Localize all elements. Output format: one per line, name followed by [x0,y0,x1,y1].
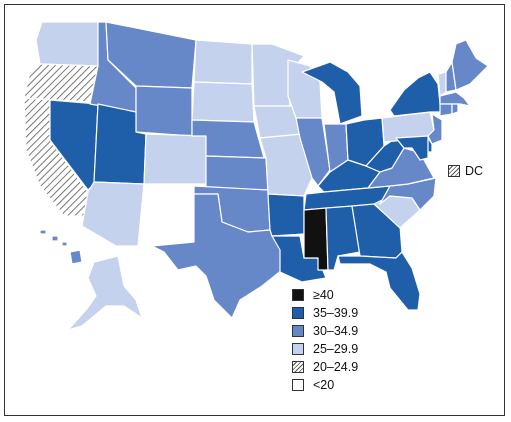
state-fl [337,251,421,311]
legend-label: 20–24.9 [313,360,359,374]
legend-item: 30–34.9 [292,322,402,340]
legend-item: ≥40 [292,286,402,304]
legend-item: <20 [292,376,402,394]
legend-swatch [292,289,304,301]
legend-label: ≥40 [313,288,334,302]
legend-swatch [292,379,304,391]
legend-item: 35–39.9 [292,304,402,322]
dc-swatch [448,165,460,177]
state-hi-island [39,229,47,235]
state-ak [67,255,143,331]
state-md [395,135,429,161]
legend-swatch [292,361,304,373]
state-ny [389,71,447,117]
state-tx [151,193,283,319]
state-ar [267,193,305,237]
state-hi [69,249,83,265]
legend-swatch [292,343,304,355]
legend-item: 25–29.9 [292,340,402,358]
state-ks [205,155,269,191]
legend: ≥40 35–39.9 30–34.9 25–29.9 20–24.9 <20 [292,286,402,394]
state-la [271,235,327,283]
dc-legend: DC [448,164,483,178]
legend-item: 20–24.9 [292,358,402,376]
state-ct [439,103,453,117]
state-mi [301,61,363,125]
state-co [143,133,207,185]
state-az [81,181,145,247]
legend-label: 30–34.9 [313,324,359,338]
state-wa [35,21,99,67]
state-vt [437,71,447,97]
state-nm [137,183,195,251]
state-hi-island [51,235,59,242]
dc-label: DC [465,164,484,178]
state-sd [191,81,255,123]
state-ri [451,103,459,115]
state-hi-island [61,241,68,247]
legend-swatch [292,307,304,319]
state-me [451,39,489,91]
legend-label: <20 [313,378,335,392]
state-nd [193,39,253,85]
state-wy [135,85,193,137]
state-or [23,63,99,103]
legend-swatch [292,325,304,337]
legend-label: 35–39.9 [313,306,359,320]
legend-label: 25–29.9 [313,342,359,356]
